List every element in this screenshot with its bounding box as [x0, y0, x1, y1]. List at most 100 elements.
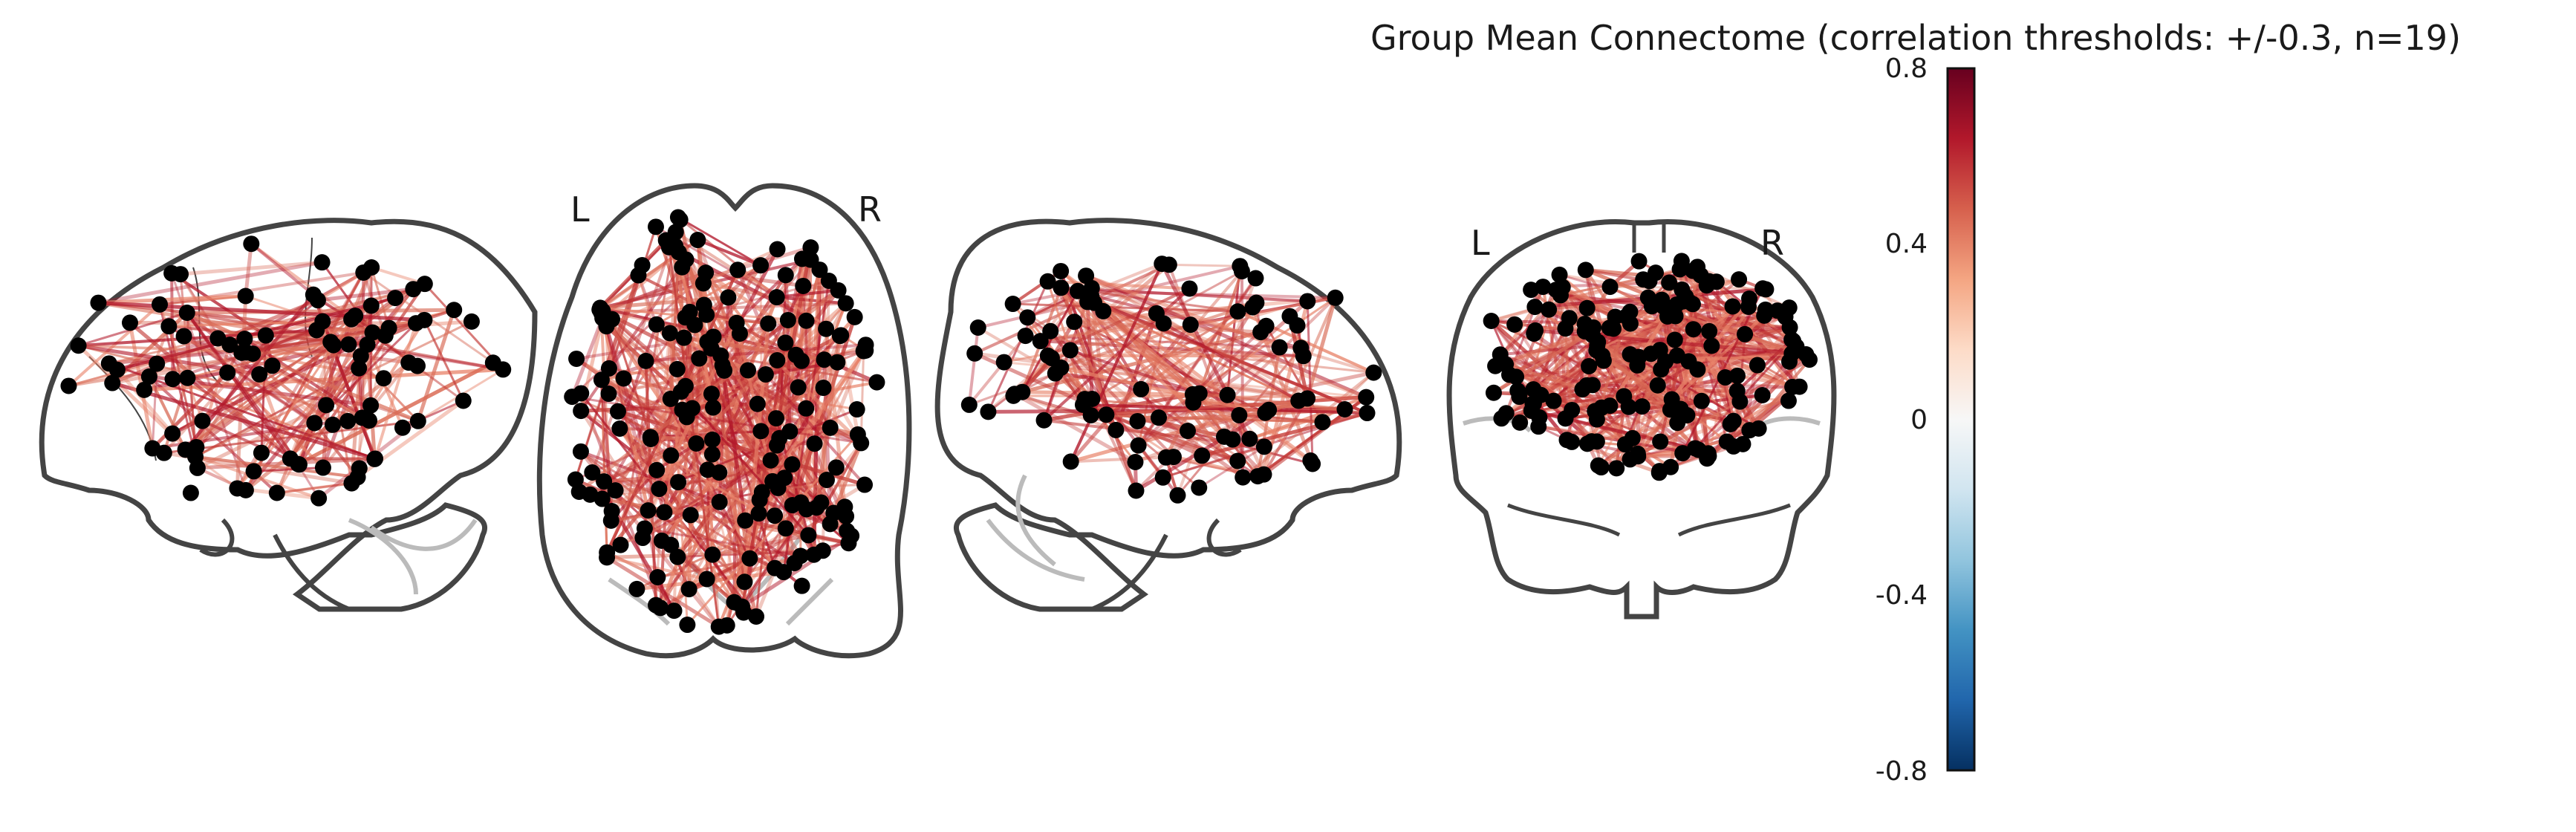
connectome-node [310, 490, 328, 507]
connectome-edge [241, 351, 334, 426]
connectome-node [1271, 339, 1288, 356]
connectome-node [768, 289, 785, 306]
connectome-edge [416, 309, 456, 422]
connectome-node [1231, 406, 1248, 423]
connectome-node [1512, 414, 1529, 431]
connectome-node [856, 476, 874, 493]
connectome-node [1780, 353, 1798, 370]
connectome-node [802, 239, 819, 256]
connectome-node [1095, 302, 1112, 319]
connectome-edge [606, 556, 708, 581]
connectome-node [1541, 301, 1558, 318]
connectome-node [769, 241, 786, 258]
connectome-edge [1084, 397, 1174, 458]
sagittal-left-view [39, 218, 538, 612]
connectome-edge [1025, 334, 1301, 349]
connectome-node [1241, 430, 1258, 447]
connectome-edge [1014, 392, 1117, 432]
connectome-edge [1168, 263, 1240, 267]
connectome-edge [1012, 302, 1238, 313]
connectome-node [648, 461, 666, 478]
connectome-node [1299, 293, 1316, 310]
connectome-node [603, 502, 620, 519]
connectome-node [607, 482, 624, 499]
connectome-node [1737, 325, 1754, 342]
connectome-node [833, 327, 850, 344]
connectome-node [670, 474, 687, 491]
connectome-node [1098, 406, 1115, 423]
connectome-node [339, 412, 357, 429]
connectome-node [1674, 445, 1691, 462]
connectome-edge [180, 260, 322, 276]
connectome-node [251, 365, 268, 383]
connectome-node [194, 412, 211, 429]
connectome-node [1327, 289, 1344, 306]
connectome-node [1643, 298, 1660, 315]
connectome-edge [117, 296, 396, 371]
connectome-node [1292, 339, 1310, 357]
sagittal-left-outline [39, 218, 538, 612]
connectome-edge [1069, 323, 1192, 464]
connectome-edge [1201, 411, 1368, 458]
connectome-node [848, 401, 865, 418]
connectome-node [1359, 405, 1376, 422]
connectome-edge [1505, 363, 1584, 391]
connectome-edge [229, 342, 419, 423]
connectome-node [1255, 466, 1272, 483]
connectome-node [682, 507, 699, 524]
connectome-node [679, 617, 696, 634]
connectome-node [1630, 253, 1648, 270]
connectome-node [787, 346, 804, 363]
connectome-node [1552, 287, 1569, 304]
connectome-node [786, 554, 803, 571]
connectome-edge [968, 334, 1027, 406]
connectome-node [675, 329, 692, 346]
colorbar-tick-label: 0 [1910, 405, 1928, 435]
connectome-node [1194, 447, 1211, 464]
connectome-edge [1043, 287, 1191, 422]
connectome-edge [1538, 424, 1700, 452]
connectome-node [1661, 274, 1678, 291]
connectome-edge [677, 216, 761, 267]
connectome-node [599, 544, 616, 561]
connectome-edge [967, 327, 980, 406]
connectome-node [313, 254, 331, 271]
connectome-node [1525, 381, 1542, 398]
connectome-edge [1697, 265, 1790, 309]
coronal-left-label: L [1471, 223, 1490, 263]
connectome-edge [669, 288, 839, 401]
connectome-node [394, 419, 411, 436]
connectome-edge [1629, 400, 1741, 461]
connectome-node [1508, 368, 1525, 386]
connectome-node [1255, 438, 1272, 455]
connectome-node [1005, 387, 1022, 404]
connectome-node [1633, 398, 1650, 415]
connectome-edge [1040, 301, 1257, 343]
connectome-node [669, 209, 686, 226]
connectome-node [822, 419, 839, 436]
connectome-node [846, 308, 863, 325]
connectome-node [1019, 309, 1036, 326]
connectome-node [704, 431, 721, 448]
connectome-edge [644, 527, 801, 557]
connectome-node [375, 370, 392, 387]
connectome-node [800, 527, 817, 544]
connectome-node [1235, 469, 1252, 486]
connectome-node [416, 276, 433, 293]
connectome-edge [1070, 348, 1200, 395]
connectome-node [1607, 308, 1624, 325]
connectome-node [164, 371, 181, 388]
connectome-node [149, 355, 166, 372]
connectome-node [1215, 428, 1232, 445]
connectome-node [573, 403, 590, 420]
connectome-edge [362, 271, 504, 371]
connectome-edge [1162, 445, 1265, 479]
connectome-node [634, 257, 651, 274]
connectome-node [640, 502, 657, 519]
connectome-node [609, 403, 626, 420]
connectome-node [1593, 399, 1610, 416]
connectome-edge [1082, 403, 1367, 415]
connectome-node [777, 267, 794, 284]
connectome-node [1053, 359, 1070, 376]
